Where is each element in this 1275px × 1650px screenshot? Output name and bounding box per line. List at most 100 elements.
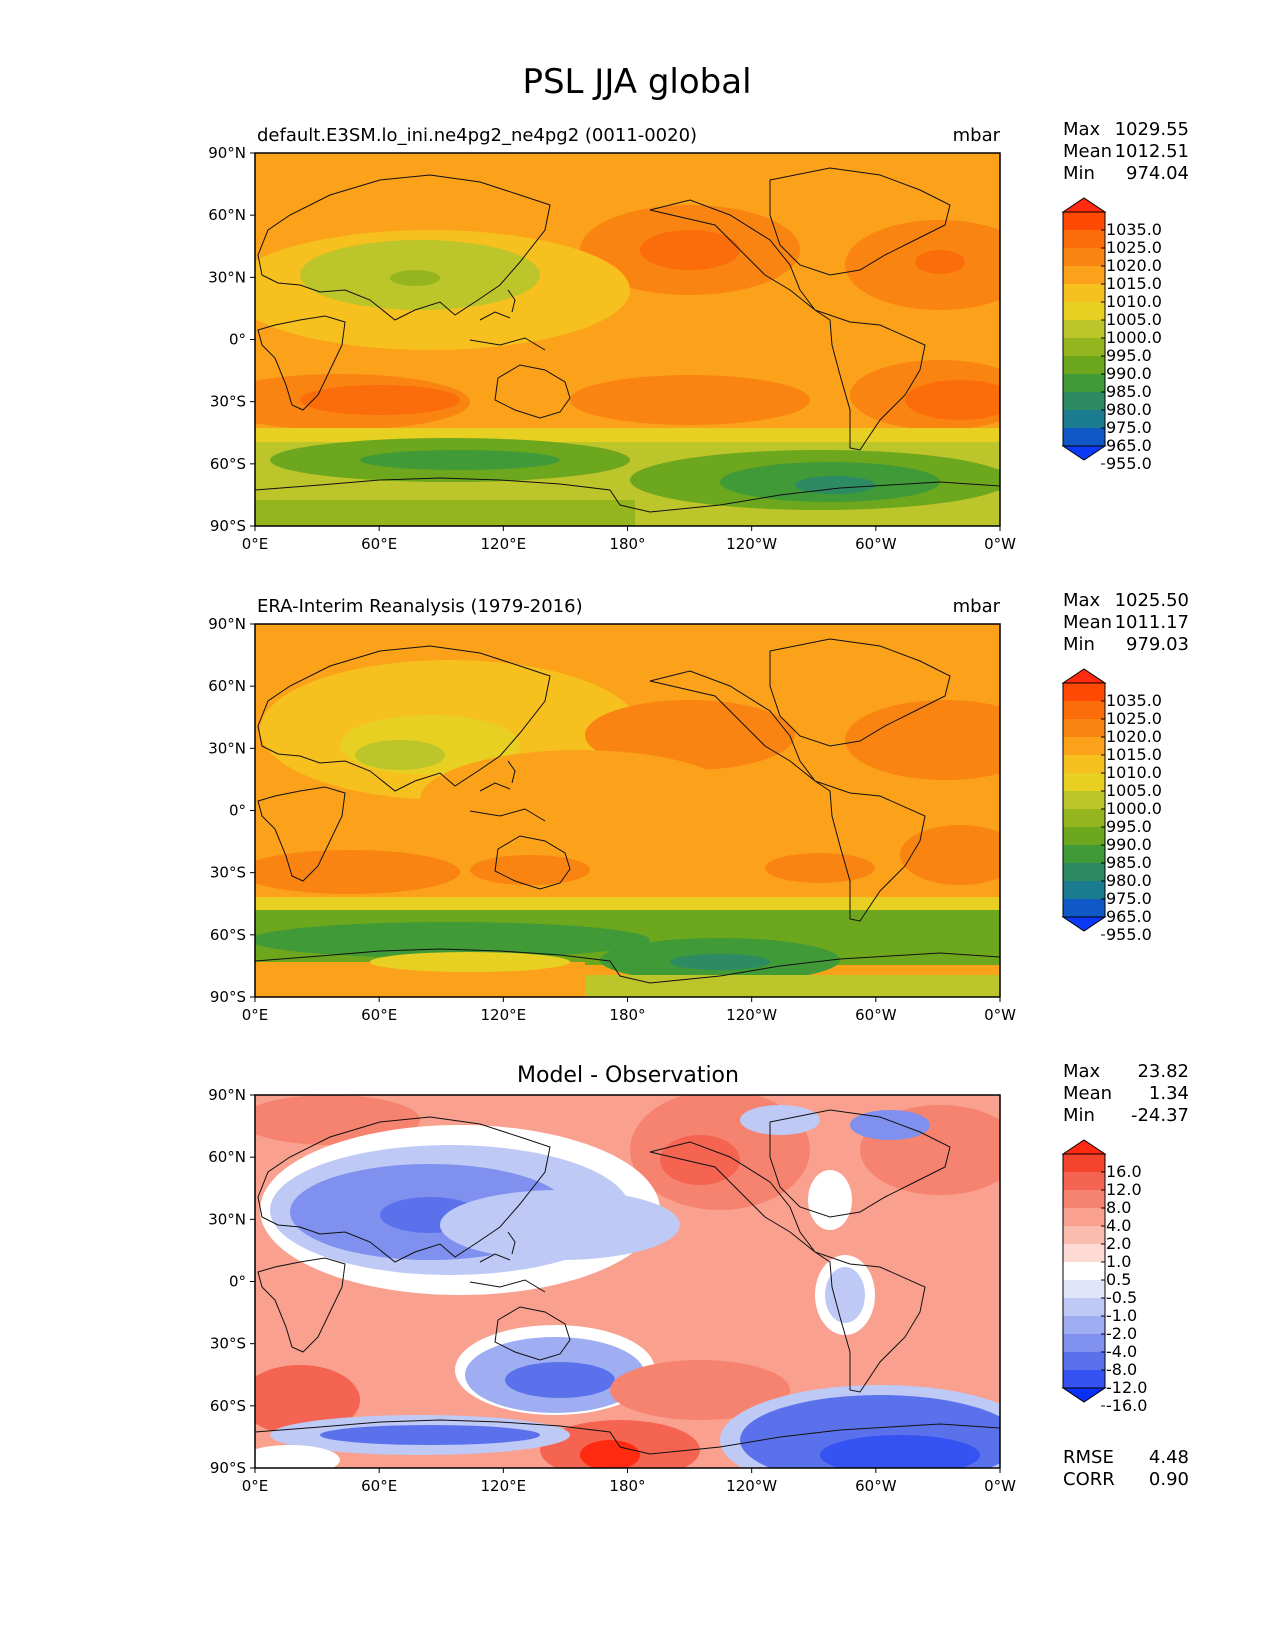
- colorbar-swatch: [1063, 845, 1105, 863]
- colorbar-extend-min: [1061, 1387, 1107, 1403]
- contour-map: [255, 624, 1000, 997]
- lon-tick-label: 60°E: [361, 1006, 397, 1024]
- colorbar-swatch: [1063, 1352, 1105, 1370]
- panel-title: default.E3SM.lo_ini.ne4pg2_ne4pg2 (0011-…: [257, 125, 697, 146]
- stats-block: Max 23.82 Mean 1.34 Min -24.37: [1063, 1061, 1189, 1126]
- colorbar-swatch: [1063, 248, 1105, 266]
- colorbar-tick-label: 12.0: [1106, 1180, 1142, 1199]
- colorbar-tick-label: 965.0: [1106, 436, 1152, 455]
- coastlines: [255, 638, 1000, 984]
- colorbar-tick-label: 1000.0: [1106, 328, 1162, 347]
- coastlines: [255, 1109, 1000, 1455]
- lon-tick-label: 60°E: [361, 1477, 397, 1495]
- corr-label: CORR: [1063, 1469, 1115, 1490]
- lat-tick-label: 0°: [229, 802, 246, 820]
- colorbar-swatch: [1063, 1208, 1105, 1226]
- colorbar-swatch: [1063, 338, 1105, 356]
- colorbar-swatch: [1063, 881, 1105, 899]
- stat-value-mean: 1011.17: [1115, 612, 1189, 633]
- colorbar-tick-label: 1010.0: [1106, 763, 1162, 782]
- lat-tick-label: 90°S: [210, 517, 246, 535]
- error-stats: RMSE 4.48 CORR 0.90: [1063, 1447, 1189, 1490]
- colorbar-swatch: [1063, 899, 1105, 917]
- stat-label-min: Min: [1063, 163, 1095, 184]
- lat-tick-label: 90°N: [208, 144, 246, 162]
- stat-label-min: Min: [1063, 634, 1095, 655]
- colorbar: 16.012.08.04.02.01.00.5-0.5-1.0-2.0-4.0-…: [1061, 1139, 1147, 1415]
- colorbar-tick-label: 1020.0: [1106, 256, 1162, 275]
- panel-difference: Model - Observation: [208, 1061, 1189, 1495]
- colorbar-tick-label: -12.0: [1106, 1378, 1147, 1397]
- colorbar-tick-label: 8.0: [1106, 1198, 1131, 1217]
- lon-tick-label: 60°W: [855, 1006, 897, 1024]
- stat-value-max: 23.82: [1137, 1061, 1189, 1082]
- colorbar-swatch: [1063, 683, 1105, 701]
- lon-tick-label: 180°: [609, 1477, 645, 1495]
- colorbar-swatch: [1063, 284, 1105, 302]
- lat-axis: 90°N 60°N 30°N 0° 30°S 60°S 90°S: [208, 615, 255, 1006]
- lat-tick-label: 90°N: [208, 1086, 246, 1104]
- colorbar-swatch: [1063, 701, 1105, 719]
- stats-block: Max 1025.50 Mean 1011.17 Min 979.03: [1063, 590, 1189, 655]
- stat-label-mean: Mean: [1063, 1083, 1112, 1104]
- colorbar-tick-label: -4.0: [1106, 1342, 1137, 1361]
- stat-value-min: 974.04: [1126, 163, 1189, 184]
- colorbar-swatch: [1063, 1262, 1105, 1280]
- colorbar-tick-label: 975.0: [1106, 418, 1152, 437]
- panel-title: Model - Observation: [517, 1063, 739, 1088]
- stat-label-mean: Mean: [1063, 612, 1112, 633]
- lat-tick-label: 30°N: [208, 1210, 246, 1228]
- colorbar-extend-max: [1061, 1139, 1107, 1155]
- panel-title: ERA-Interim Reanalysis (1979-2016): [257, 596, 583, 617]
- colorbar-tick-label: -8.0: [1106, 1360, 1137, 1379]
- lat-tick-label: 30°N: [208, 739, 246, 757]
- colorbar-swatch: [1063, 266, 1105, 284]
- contour-map: [255, 153, 1000, 526]
- stat-label-mean: Mean: [1063, 141, 1112, 162]
- stat-label-max: Max: [1063, 590, 1101, 611]
- colorbar-tick-label: -1.0: [1106, 1306, 1137, 1325]
- colorbar-tick-label: 955.0: [1106, 454, 1152, 473]
- colorbar-swatch: [1063, 809, 1105, 827]
- colorbar-tick-label: 990.0: [1106, 364, 1152, 383]
- lon-axis: 0°E 60°E 120°E 180° 120°W 60°W 0°W: [242, 526, 1016, 553]
- lat-tick-label: 60°N: [208, 677, 246, 695]
- figure-title: PSL JJA global: [522, 62, 751, 102]
- colorbar-tick-label: 1020.0: [1106, 727, 1162, 746]
- colorbar-tick-label: 985.0: [1106, 382, 1152, 401]
- colorbar-swatch: [1063, 773, 1105, 791]
- lat-tick-label: 60°N: [208, 1148, 246, 1166]
- lat-tick-label: 0°: [229, 331, 246, 349]
- panel-model: default.E3SM.lo_ini.ne4pg2_ne4pg2 (0011-…: [208, 119, 1189, 553]
- colorbar-tick-label: 0.5: [1106, 1270, 1131, 1289]
- stat-value-max: 1029.55: [1115, 119, 1189, 140]
- colorbar-outline: [1062, 211, 1106, 447]
- colorbar-swatch: [1063, 212, 1105, 230]
- lon-axis: 0°E 60°E 120°E 180° 120°W 60°W 0°W: [242, 997, 1016, 1024]
- colorbar-extend-min: [1061, 445, 1107, 461]
- lon-tick-label: 0°E: [242, 535, 269, 553]
- lat-tick-label: 90°S: [210, 988, 246, 1006]
- colorbar-swatch: [1063, 1244, 1105, 1262]
- colorbar-tick-label: 1025.0: [1106, 238, 1162, 257]
- lon-tick-label: 0°E: [242, 1477, 269, 1495]
- colorbar-tick-label: 1005.0: [1106, 310, 1162, 329]
- colorbar-swatch: [1063, 1298, 1105, 1316]
- lon-tick-label: 120°W: [726, 1477, 777, 1495]
- lon-tick-label: 0°W: [984, 1477, 1016, 1495]
- colorbar-swatch: [1063, 302, 1105, 320]
- lon-tick-label: 0°E: [242, 1006, 269, 1024]
- panel-units: mbar: [953, 125, 1001, 146]
- lat-tick-label: 60°S: [210, 926, 246, 944]
- panel-observation: ERA-Interim Reanalysis (1979-2016) mbar: [208, 590, 1189, 1024]
- colorbar-swatch: [1063, 863, 1105, 881]
- stat-value-min: -24.37: [1131, 1105, 1189, 1126]
- corr-value: 0.90: [1149, 1469, 1189, 1490]
- colorbar-swatch: [1063, 356, 1105, 374]
- colorbar-extend-max: [1061, 197, 1107, 213]
- stat-value-mean: 1.34: [1149, 1083, 1189, 1104]
- colorbar-swatch: [1063, 1334, 1105, 1352]
- colorbar-tick-label: 1025.0: [1106, 709, 1162, 728]
- colorbar-swatch: [1063, 719, 1105, 737]
- lon-tick-label: 180°: [609, 535, 645, 553]
